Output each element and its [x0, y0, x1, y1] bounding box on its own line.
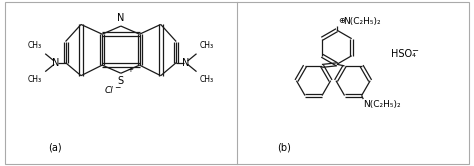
Text: N(C₂H₅)₂: N(C₂H₅)₂ — [343, 17, 381, 26]
Text: −: − — [411, 46, 418, 55]
Text: ⊕: ⊕ — [338, 16, 346, 25]
Text: S: S — [118, 76, 124, 86]
Text: N: N — [52, 58, 59, 68]
Text: −: − — [114, 83, 121, 92]
Text: +: + — [127, 67, 133, 73]
Text: HSO₄: HSO₄ — [391, 49, 416, 59]
Text: N(C₂H₅)₂: N(C₂H₅)₂ — [363, 100, 401, 109]
Text: N: N — [117, 13, 125, 23]
Text: (b): (b) — [277, 143, 291, 153]
Text: (a): (a) — [48, 143, 61, 153]
Text: CH₃: CH₃ — [200, 75, 214, 84]
Text: CH₃: CH₃ — [200, 41, 214, 50]
Text: CH₃: CH₃ — [28, 75, 42, 84]
Text: Cl: Cl — [105, 86, 114, 95]
Text: N: N — [182, 58, 190, 68]
Text: CH₃: CH₃ — [28, 41, 42, 50]
